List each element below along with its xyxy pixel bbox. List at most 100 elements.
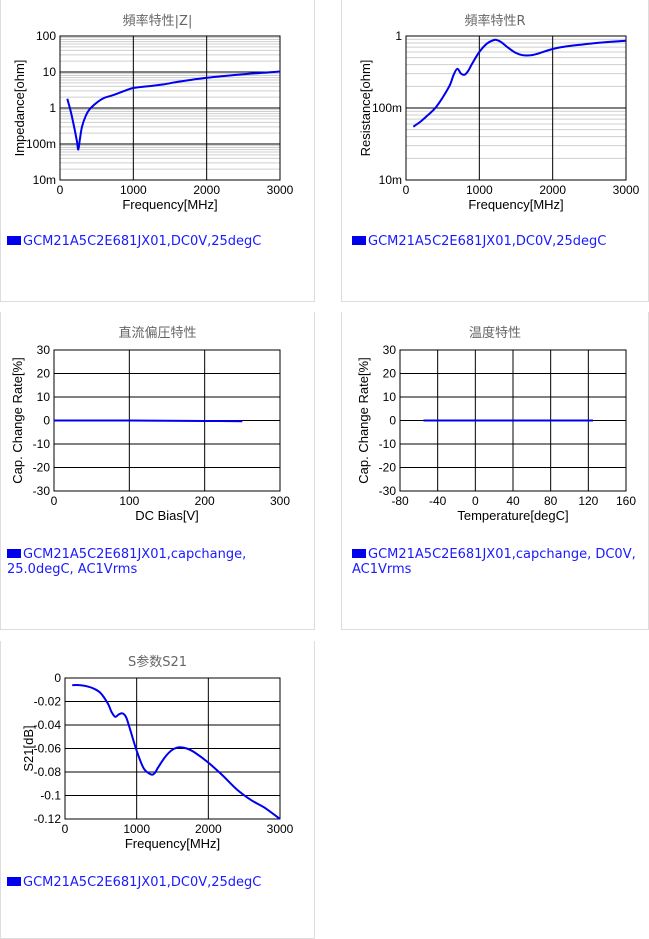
y-tick-label: -10	[33, 437, 51, 451]
chart-panel-impedance: 頻率特性|Z| 10m 100m 1 10 100 0 1000 2000 3000 Freque…	[0, 0, 315, 302]
chart-panel-dc-bias: 直流偏圧特性 -30 -20 -10 0 10 20 30 0 100 200 300 DC Bias…	[0, 312, 315, 630]
x-tick-label: 0	[57, 183, 64, 197]
x-tick-label: 3000	[613, 183, 640, 197]
legend: GCM21A5C2E681JX01,DC0V,25degC	[7, 234, 307, 249]
y-tick-label: 10m	[33, 173, 56, 187]
legend-label: GCM21A5C2E681JX01,DC0V,25degC	[23, 875, 262, 890]
chart-title: 頻率特性|Z|	[122, 14, 193, 29]
y-tick-label: -0.04	[34, 718, 62, 732]
plot-frame	[399, 349, 627, 492]
legend: GCM21A5C2E681JX01,DC0V,25degC	[352, 234, 642, 249]
y-tick-label: -0.02	[34, 695, 62, 709]
y-tick-label: 10	[383, 390, 397, 404]
legend-swatch	[352, 236, 366, 245]
y-tick-label: 0	[43, 414, 50, 428]
y-tick-label: -10	[379, 437, 397, 451]
x-tick-label: 2000	[195, 822, 222, 836]
y-tick-label: -0.06	[34, 742, 62, 756]
x-axis-label: Frequency[MHz]	[468, 197, 563, 212]
x-tick-label: 3000	[267, 822, 294, 836]
y-tick-label: -30	[33, 484, 51, 498]
chart-panel-s21: S参数S21 -0.12 -0.1 -0.08 -0.06 -0.04 -0.02 0 0 10…	[0, 641, 315, 939]
series-line	[72, 684, 281, 820]
plot-frame	[59, 35, 281, 181]
x-tick-label: 0	[51, 494, 58, 508]
y-tick-label: -30	[379, 484, 397, 498]
y-tick-label: -0.12	[34, 812, 62, 826]
x-tick-label: 3000	[267, 183, 294, 197]
y-axis-label: Cap. Change Rate[%]	[10, 357, 25, 483]
series-line	[66, 70, 281, 151]
x-tick-label: 80	[544, 494, 558, 508]
series-line	[54, 419, 243, 423]
legend: GCM21A5C2E681JX01,capchange, DC0V, AC1Vr…	[352, 547, 642, 577]
chart-title: 頻率特性R	[464, 14, 526, 29]
chart-title: 直流偏圧特性	[118, 326, 197, 341]
plot-frame	[405, 35, 627, 181]
chart-title: S参数S21	[127, 655, 188, 670]
plot-frame	[64, 677, 281, 820]
chart-s21: -0.12 -0.1 -0.08 -0.06 -0.04 -0.02 0 0 1000 2000 3…	[21, 671, 294, 851]
y-axis-label: Resistance[ohm]	[358, 60, 373, 157]
x-tick-label: 40	[506, 494, 520, 508]
y-tick-label: 1	[49, 101, 56, 115]
y-tick-label: 30	[37, 343, 51, 357]
legend-swatch	[7, 877, 21, 886]
legend-label: GCM21A5C2E681JX01,capchange, 25.0degC, A…	[7, 547, 247, 577]
y-axis-label: Cap. Change Rate[%]	[356, 357, 371, 483]
y-tick-label: 30	[383, 343, 397, 357]
chart-title: 温度特性	[468, 326, 521, 341]
y-tick-label: 10	[37, 390, 51, 404]
legend-label: GCM21A5C2E681JX01,DC0V,25degC	[23, 234, 262, 249]
y-tick-label: 100m	[372, 101, 402, 115]
x-axis-label: DC Bias[V]	[135, 508, 199, 523]
y-axis-label: S21[dB]	[21, 725, 36, 771]
x-tick-label: 100	[119, 494, 139, 508]
y-tick-label: 100m	[26, 137, 56, 151]
x-tick-label: 120	[578, 494, 598, 508]
y-tick-label: 10	[43, 65, 57, 79]
y-tick-label: -0.08	[34, 765, 62, 779]
y-tick-label: 10m	[379, 173, 402, 187]
x-tick-label: 0	[472, 494, 479, 508]
y-tick-label: -0.1	[40, 789, 61, 803]
legend-label: GCM21A5C2E681JX01,capchange, DC0V, AC1Vr…	[352, 547, 636, 577]
y-axis-label: Impedance[ohm]	[12, 60, 27, 157]
x-tick-label: 300	[270, 494, 290, 508]
legend: GCM21A5C2E681JX01,capchange, 25.0degC, A…	[7, 547, 307, 577]
y-tick-label: 0	[54, 671, 61, 685]
chart-panel-resistance: 頻率特性R 10m 100m 1 0 1000 2000 3000 Frequency[MHz…	[341, 0, 649, 302]
legend-swatch	[7, 549, 21, 558]
legend: GCM21A5C2E681JX01,DC0V,25degC	[7, 875, 307, 890]
chart-resistance: 10m 100m 1 0 1000 2000 3000 Frequency[MHz] Resis…	[358, 29, 640, 212]
legend-swatch	[7, 236, 21, 245]
x-tick-label: 1000	[120, 183, 147, 197]
chart-panel-temperature: 温度特性 -30 -20 -10 0 10 20 30 -80 -40 0 40 80 120 160 Te…	[341, 312, 649, 630]
y-tick-label: -20	[379, 461, 397, 475]
y-tick-label: 0	[389, 414, 396, 428]
x-tick-label: 200	[195, 494, 215, 508]
y-tick-label: 100	[36, 29, 56, 43]
y-tick-label: -20	[33, 461, 51, 475]
y-tick-label: 1	[395, 29, 402, 43]
y-tick-label: 20	[383, 367, 397, 381]
chart-temperature: -30 -20 -10 0 10 20 30 -80 -40 0 40 80 120 160 Tempera…	[356, 343, 636, 523]
x-tick-label: 2000	[539, 183, 566, 197]
x-tick-label: -80	[391, 494, 409, 508]
x-tick-label: 2000	[193, 183, 220, 197]
legend-label: GCM21A5C2E681JX01,DC0V,25degC	[368, 234, 607, 249]
legend-swatch	[352, 549, 366, 558]
y-tick-label: 20	[37, 367, 51, 381]
series-line	[412, 38, 627, 128]
x-tick-label: 1000	[123, 822, 150, 836]
x-axis-label: Temperature[degC]	[457, 508, 568, 523]
x-tick-label: 0	[62, 822, 69, 836]
x-tick-label: 1000	[466, 183, 493, 197]
x-axis-label: Frequency[MHz]	[125, 836, 220, 851]
x-axis-label: Frequency[MHz]	[122, 197, 217, 212]
x-tick-label: -40	[429, 494, 447, 508]
x-tick-label: 0	[403, 183, 410, 197]
x-tick-label: 160	[616, 494, 636, 508]
